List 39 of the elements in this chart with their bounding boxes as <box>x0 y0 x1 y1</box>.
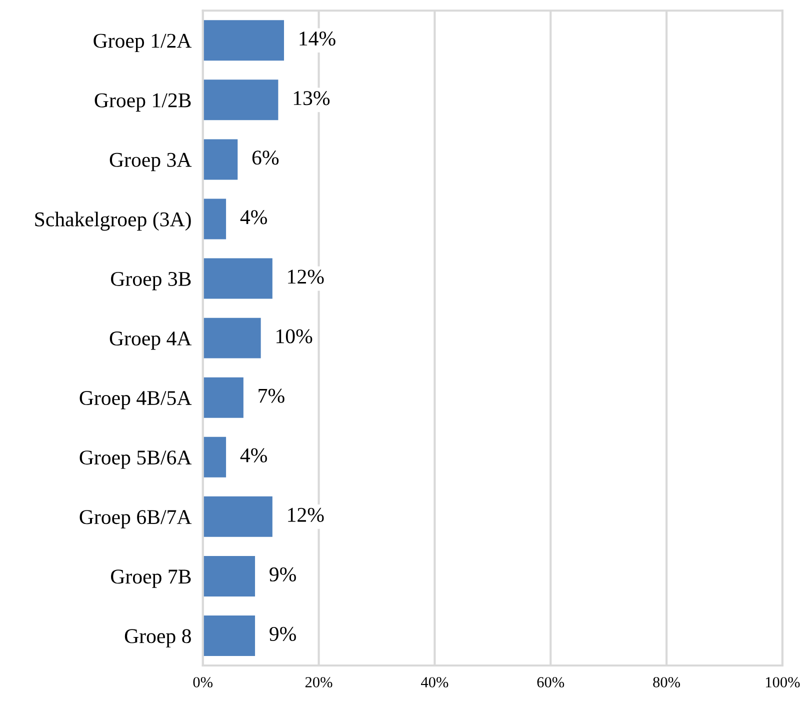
bar <box>202 258 272 299</box>
y-tick-label: Groep 1/2A <box>94 34 192 52</box>
bar <box>202 377 244 418</box>
data-label: 9% <box>270 567 296 582</box>
y-tick-label: Groep 4B/5A <box>80 391 192 410</box>
y-tick-label: Groep 8 <box>124 629 191 648</box>
bar <box>202 20 284 61</box>
data-label: 6% <box>252 150 279 165</box>
bar <box>202 556 256 596</box>
bar <box>202 80 278 120</box>
x-tick-label: 100% <box>766 677 800 688</box>
data-label: 12% <box>288 270 324 284</box>
data-label: 4% <box>240 448 267 462</box>
y-tick-label: Groep 7B <box>111 570 191 588</box>
x-tick-label: 60% <box>537 677 564 688</box>
data-label: 7% <box>258 388 284 403</box>
data-label: 13% <box>294 91 330 106</box>
data-label: 14% <box>300 32 336 46</box>
bar <box>202 198 226 240</box>
bar <box>202 496 272 537</box>
y-tick-label: Groep 3A <box>110 152 192 172</box>
y-tick-label: Groep 5B/6A <box>80 450 192 469</box>
x-tick-label: 0% <box>193 677 213 688</box>
data-label: 10% <box>276 329 312 344</box>
x-tick-label: 80% <box>653 677 680 688</box>
y-tick-label: Groep 6B/7A <box>80 510 192 528</box>
y-tick-label: Schakelgroep (3A) <box>35 212 191 231</box>
x-tick-label: 40% <box>420 677 448 688</box>
bar <box>202 436 226 478</box>
data-label: 9% <box>270 626 296 642</box>
y-tick-label: Groep 3B <box>111 272 191 290</box>
data-label: 12% <box>288 508 324 522</box>
y-tick-label: Groep 1/2B <box>94 93 191 112</box>
y-tick-label: Groep 4A <box>110 332 192 350</box>
bar <box>202 139 238 180</box>
data-label: 4% <box>240 210 267 224</box>
bar <box>202 616 256 656</box>
x-tick-label: 20% <box>305 677 332 688</box>
bar <box>202 318 261 358</box>
